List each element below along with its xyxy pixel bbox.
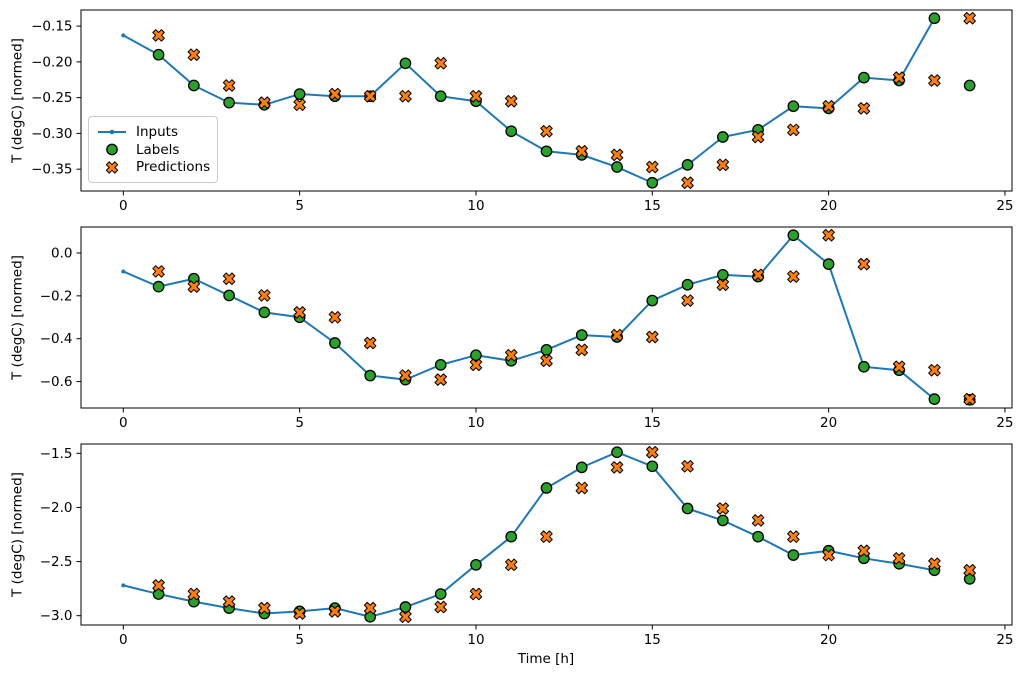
y-axis-label-subplot-1: T (degC) [normed] bbox=[9, 38, 26, 163]
svg-text:−0.35: −0.35 bbox=[31, 162, 72, 178]
subplot-1-inputs-line bbox=[121, 16, 937, 185]
y-ticks-2: 0.0 −0.2 −0.4 −0.6 bbox=[40, 246, 81, 390]
svg-text:−0.15: −0.15 bbox=[31, 19, 72, 35]
svg-text:−2.5: −2.5 bbox=[40, 554, 73, 570]
legend-label-inputs: Inputs bbox=[136, 123, 178, 140]
svg-text:25: 25 bbox=[996, 198, 1013, 214]
y-ticks-1: −0.15 −0.20 −0.25 −0.30 −0.35 bbox=[31, 19, 81, 178]
svg-text:25: 25 bbox=[996, 632, 1013, 648]
x-ticks-2: 0 5 10 15 20 25 bbox=[119, 408, 1014, 431]
subplot-2-inputs-line bbox=[121, 233, 937, 402]
x-ticks-1: 0 5 10 15 20 25 bbox=[119, 191, 1014, 214]
svg-text:15: 15 bbox=[644, 632, 661, 648]
subplot-2-predictions-points bbox=[152, 228, 976, 406]
x-ticks-3: 0 5 10 15 20 25 bbox=[119, 625, 1014, 648]
y-ticks-3: −1.5 −2.0 −2.5 −3.0 bbox=[40, 446, 81, 624]
svg-text:−2.0: −2.0 bbox=[40, 500, 73, 516]
subplot-1: −0.15 −0.20 −0.25 −0.30 −0.35 0 5 10 15 20 25 bbox=[31, 9, 1014, 214]
labels-circle-icon bbox=[97, 142, 127, 157]
x-axis-label: Time [h] bbox=[517, 651, 575, 667]
subplot-2-labels-points bbox=[152, 229, 976, 406]
svg-text:0: 0 bbox=[119, 415, 128, 431]
svg-text:10: 10 bbox=[467, 198, 484, 214]
svg-text:−0.2: −0.2 bbox=[40, 288, 73, 304]
svg-text:10: 10 bbox=[467, 415, 484, 431]
svg-text:−1.5: −1.5 bbox=[40, 446, 73, 462]
subplot-3-inputs-line bbox=[121, 450, 937, 619]
y-axis-label-subplot-2: T (degC) [normed] bbox=[9, 255, 26, 380]
subplot-3-predictions-points bbox=[152, 445, 976, 624]
predictions-x-icon bbox=[97, 160, 127, 175]
svg-text:10: 10 bbox=[467, 632, 484, 648]
svg-text:−0.4: −0.4 bbox=[40, 331, 73, 347]
svg-text:15: 15 bbox=[644, 415, 661, 431]
legend-item-predictions: Predictions bbox=[97, 158, 211, 176]
svg-text:5: 5 bbox=[295, 198, 304, 214]
subplot-2: 0.0 −0.2 −0.4 −0.6 0 5 10 15 20 25 bbox=[40, 226, 1014, 431]
subplot-3-labels-points bbox=[152, 446, 976, 623]
legend-label-labels: Labels bbox=[136, 141, 180, 158]
axes-box-3 bbox=[80, 443, 1013, 626]
svg-text:20: 20 bbox=[820, 415, 837, 431]
svg-text:−0.25: −0.25 bbox=[31, 90, 72, 106]
svg-text:−0.30: −0.30 bbox=[31, 126, 72, 142]
svg-text:0: 0 bbox=[119, 198, 128, 214]
svg-text:0: 0 bbox=[119, 632, 128, 648]
legend-label-predictions: Predictions bbox=[136, 159, 211, 176]
svg-text:5: 5 bbox=[295, 415, 304, 431]
svg-text:25: 25 bbox=[996, 415, 1013, 431]
legend: Inputs Labels Predictions bbox=[88, 116, 218, 183]
svg-text:−0.20: −0.20 bbox=[31, 54, 72, 70]
svg-text:5: 5 bbox=[295, 632, 304, 648]
axes-box-1 bbox=[80, 9, 1013, 192]
subplot-1-predictions-points bbox=[152, 11, 976, 190]
svg-text:20: 20 bbox=[820, 198, 837, 214]
legend-item-inputs: Inputs bbox=[97, 123, 209, 141]
legend-item-labels: Labels bbox=[97, 141, 209, 159]
svg-text:15: 15 bbox=[644, 198, 661, 214]
axes-box-2 bbox=[80, 226, 1013, 409]
svg-text:−3.0: −3.0 bbox=[40, 608, 73, 624]
subplot-3: −1.5 −2.0 −2.5 −3.0 0 5 10 15 20 25 bbox=[40, 443, 1014, 648]
svg-text:0.0: 0.0 bbox=[51, 246, 72, 262]
y-axis-label-subplot-3: T (degC) [normed] bbox=[9, 472, 26, 597]
svg-text:−0.6: −0.6 bbox=[40, 374, 73, 390]
inputs-line-icon bbox=[97, 125, 127, 139]
svg-text:20: 20 bbox=[820, 632, 837, 648]
